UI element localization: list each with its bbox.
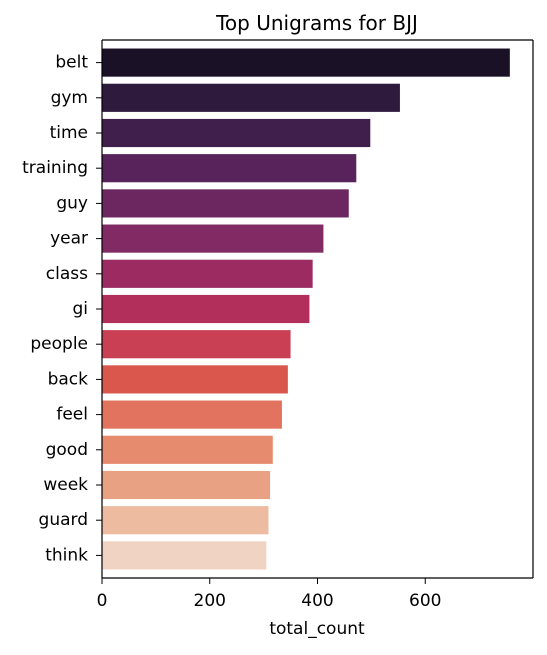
y-tick-label-gym: gym <box>51 88 88 108</box>
bar-guard <box>102 506 269 535</box>
bar-guy <box>102 189 349 218</box>
y-tick-label-people: people <box>30 334 88 354</box>
x-tick-label-400: 400 <box>301 591 333 611</box>
bar-think <box>102 541 267 570</box>
y-tick-label-feel: feel <box>56 405 88 425</box>
bar-week <box>102 470 271 500</box>
y-tick-label-time: time <box>50 123 88 143</box>
bar-training <box>102 154 357 183</box>
bar-year <box>102 224 324 253</box>
x-tick-label-600: 600 <box>409 591 441 611</box>
bar-people <box>102 330 291 359</box>
bar-time <box>102 118 371 148</box>
x-tick-label-200: 200 <box>194 591 226 611</box>
y-tick-label-belt: belt <box>55 53 88 73</box>
x-tick-label-0: 0 <box>97 591 108 611</box>
bar-good <box>102 435 273 464</box>
bar-belt <box>102 48 510 77</box>
bar-gym <box>102 83 400 112</box>
y-tick-label-gi: gi <box>72 299 88 319</box>
y-tick-label-week: week <box>43 475 88 495</box>
bar-back <box>102 365 288 394</box>
bar-class <box>102 259 313 288</box>
ticks-layer: belt gym time training guy year class gi people b… <box>22 53 441 611</box>
y-tick-label-training: training <box>22 158 88 178</box>
chart-title: Top Unigrams for BJJ <box>215 11 418 35</box>
y-tick-label-back: back <box>48 369 89 389</box>
bar-feel <box>102 400 282 429</box>
y-tick-label-guy: guy <box>56 193 88 213</box>
bar-gi <box>102 294 310 324</box>
y-tick-label-guard: guard <box>39 510 88 530</box>
y-tick-label-class: class <box>46 264 88 284</box>
x-axis-label: total_count <box>269 619 365 639</box>
y-tick-label-good: good <box>46 440 88 460</box>
y-tick-label-year: year <box>50 229 88 249</box>
y-tick-label-think: think <box>45 545 88 565</box>
bars-layer <box>102 48 510 570</box>
